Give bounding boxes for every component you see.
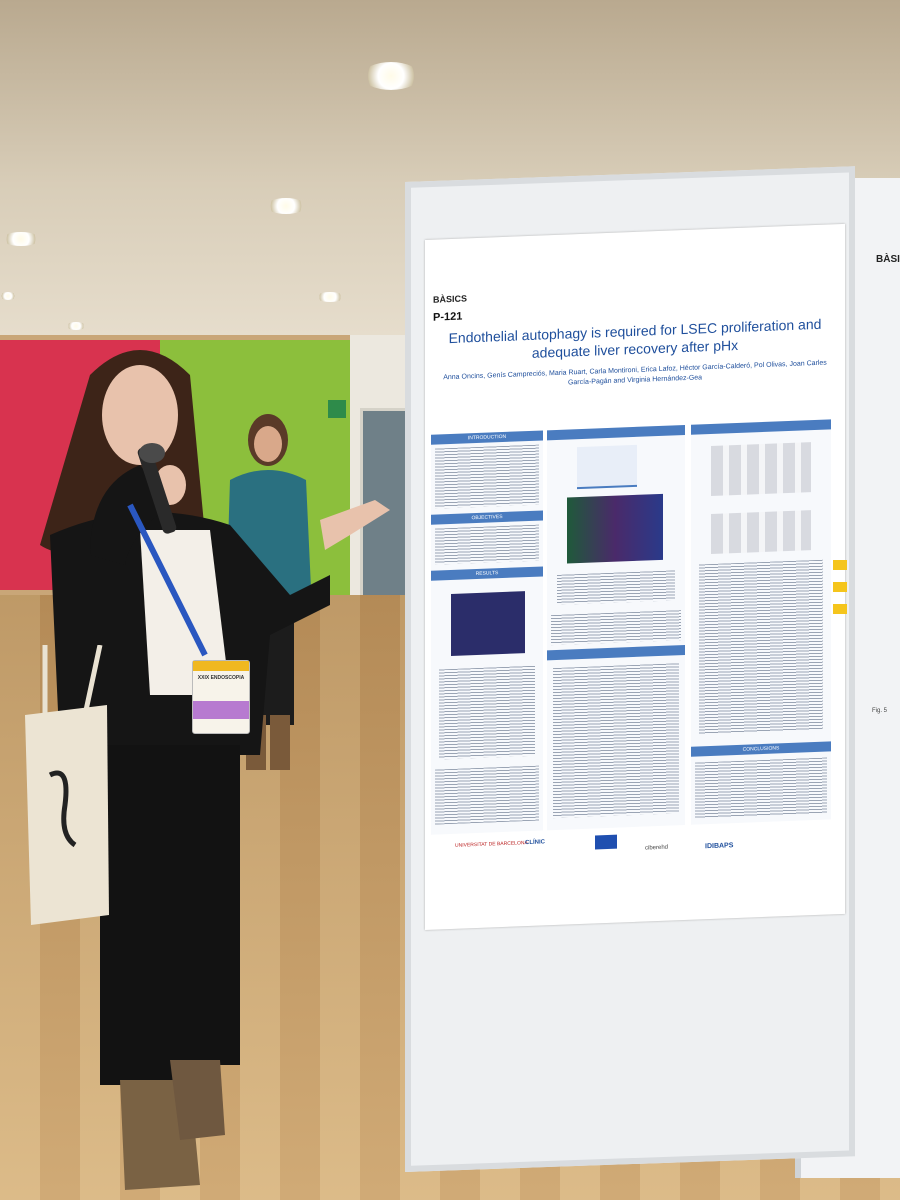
bar-chart-figure [577, 444, 637, 490]
logo-idibaps: IDIBAPS [705, 842, 734, 851]
adjacent-board-label: BÀSICS [876, 254, 900, 265]
badge-stripe [193, 701, 249, 719]
section-header: OBJECTIVES [431, 510, 543, 525]
chart-figure [699, 559, 823, 735]
ceiling-light [266, 198, 306, 214]
text-block [435, 524, 539, 565]
section-header: INTRODUCTION [431, 430, 543, 445]
section-header: CONCLUSIONS [691, 741, 831, 757]
ceiling-light [0, 292, 16, 300]
western-blot-figure [711, 510, 811, 555]
adjacent-fig-caption: Fig. 5 [872, 708, 888, 714]
tote-bag [25, 645, 109, 925]
section-header [691, 419, 831, 435]
poster-title: Endothelial autophagy is required for LS… [448, 315, 822, 361]
exit-sign-icon [328, 400, 346, 418]
section-header [547, 425, 685, 441]
logo-clinic: CLÍNIC [525, 839, 545, 847]
poster: BÀSICS P-121 Endothelial autophagy is re… [425, 223, 845, 930]
logo-ub: UNIVERSITAT DE BARCELONA [455, 840, 528, 849]
badge-text: XXIX ENDOSCOPIA [197, 675, 245, 681]
poster-id: P-121 [433, 310, 463, 324]
section-header: RESULTS [431, 566, 543, 581]
microscopy-figure [567, 493, 663, 564]
poster-section-label: BÀSICS [433, 293, 468, 305]
chart-figure [553, 663, 679, 819]
logo-ciberehd: ciberehd [645, 844, 669, 852]
ceiling-light [2, 232, 40, 246]
presenter [40, 350, 390, 1190]
chart-figure [439, 665, 535, 760]
ceiling-light [316, 292, 344, 302]
microscopy-figure [451, 591, 525, 657]
text-block [435, 765, 539, 825]
poster-column [547, 425, 685, 831]
section-header [547, 645, 685, 661]
text-block [435, 444, 539, 509]
text-block [695, 757, 827, 819]
logo-eu [595, 834, 617, 850]
ceiling-light [362, 62, 420, 90]
chart-figure [557, 570, 675, 605]
name-badge: XXIX ENDOSCOPIA [192, 660, 250, 734]
yellow-tape [833, 560, 847, 620]
poster-column: INTRODUCTION OBJECTIVES RESULTS [431, 430, 543, 835]
text-block [551, 610, 681, 646]
poster-authors: Anna Oncins, Genís Campreciós, Maria Rua… [443, 359, 827, 387]
badge-band [193, 661, 249, 671]
western-blot-figure [711, 442, 811, 497]
poster-column: CONCLUSIONS [691, 419, 831, 825]
ceiling-light [66, 322, 86, 330]
